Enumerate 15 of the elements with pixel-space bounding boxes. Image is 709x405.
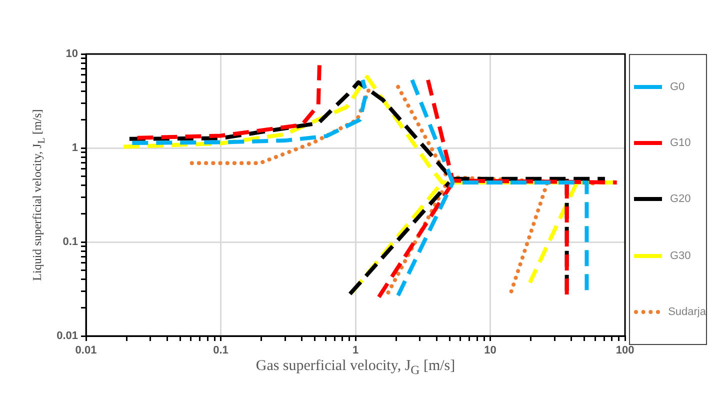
legend-label: G20	[670, 193, 691, 206]
x-tick-label: 1	[352, 344, 359, 357]
y-tick-label: 10	[66, 48, 78, 60]
legend-label: G30	[670, 250, 691, 262]
y-tick-label: 1	[72, 142, 78, 154]
legend-label: G10	[670, 137, 691, 150]
x-tick-label: 0.01	[75, 344, 97, 357]
x-tick-label: 0.1	[213, 344, 228, 357]
x-axis-title: Gas superficial velocity, J$_{G}$ [m/s]	[254, 358, 456, 378]
y-tick-label: 0.1	[62, 236, 78, 248]
y-tick-label: 0.01	[56, 330, 78, 342]
x-tick-label: 100	[616, 344, 634, 357]
x-tick-label: 10	[484, 344, 496, 357]
legend-label: Sudarja	[668, 306, 706, 318]
legend-label: G0	[670, 81, 685, 94]
